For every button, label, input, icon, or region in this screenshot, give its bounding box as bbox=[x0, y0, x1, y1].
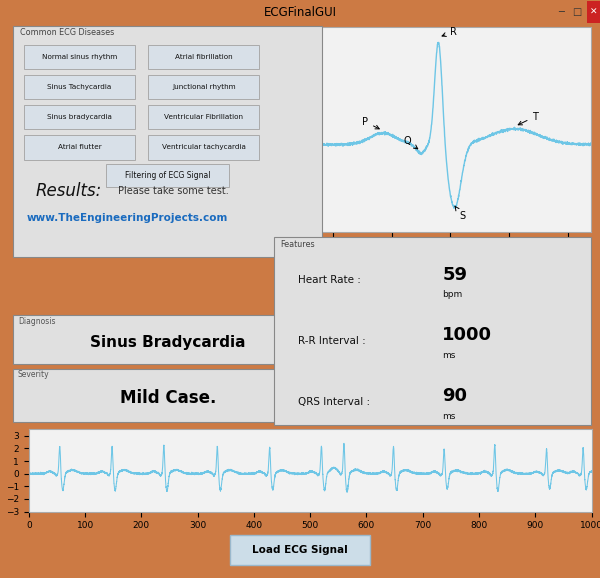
Text: Please take some test.: Please take some test. bbox=[118, 186, 229, 196]
Text: Features: Features bbox=[280, 240, 315, 249]
Text: 90: 90 bbox=[442, 387, 467, 405]
Text: T: T bbox=[518, 112, 538, 125]
Text: P: P bbox=[362, 117, 379, 129]
Text: Load ECG Signal: Load ECG Signal bbox=[252, 545, 348, 555]
Text: Severity: Severity bbox=[18, 370, 50, 380]
Text: Sinus Tachycardia: Sinus Tachycardia bbox=[47, 84, 112, 90]
Text: QRS Interval :: QRS Interval : bbox=[298, 397, 370, 407]
Text: S: S bbox=[455, 206, 465, 221]
Text: ms: ms bbox=[442, 412, 455, 421]
Text: Sinus bradycardia: Sinus bradycardia bbox=[47, 114, 112, 120]
Text: Ventricular tachycardia: Ventricular tachycardia bbox=[162, 144, 245, 150]
Text: ─: ─ bbox=[558, 7, 564, 17]
Text: 1000: 1000 bbox=[442, 326, 492, 344]
Text: Junctional rhythm: Junctional rhythm bbox=[172, 84, 236, 90]
Text: Diagnosis: Diagnosis bbox=[18, 317, 56, 326]
FancyBboxPatch shape bbox=[587, 1, 600, 23]
Text: Sinus Bradycardia: Sinus Bradycardia bbox=[90, 335, 245, 350]
Text: Results:: Results: bbox=[36, 181, 102, 200]
Text: R: R bbox=[442, 27, 457, 36]
Text: ECGFinalGUI: ECGFinalGUI bbox=[263, 6, 337, 18]
Text: ✕: ✕ bbox=[590, 8, 597, 17]
Text: Mild Case.: Mild Case. bbox=[119, 389, 216, 407]
Text: R-R Interval :: R-R Interval : bbox=[298, 336, 366, 346]
Text: Normal sinus rhythm: Normal sinus rhythm bbox=[42, 54, 117, 60]
Text: Atrial flutter: Atrial flutter bbox=[58, 144, 101, 150]
Text: Q: Q bbox=[403, 136, 418, 149]
Text: ms: ms bbox=[442, 351, 455, 360]
Text: bpm: bpm bbox=[442, 290, 463, 299]
Text: □: □ bbox=[572, 7, 582, 17]
Text: Heart Rate :: Heart Rate : bbox=[298, 275, 361, 286]
Text: Atrial fibrillation: Atrial fibrillation bbox=[175, 54, 233, 60]
Text: Filtering of ECG Signal: Filtering of ECG Signal bbox=[125, 171, 211, 180]
Text: Ventricular Fibrillation: Ventricular Fibrillation bbox=[164, 114, 243, 120]
Text: 59: 59 bbox=[442, 265, 467, 284]
Text: Common ECG Diseases: Common ECG Diseases bbox=[20, 28, 115, 37]
Text: www.TheEngineeringProjects.com: www.TheEngineeringProjects.com bbox=[26, 213, 228, 224]
